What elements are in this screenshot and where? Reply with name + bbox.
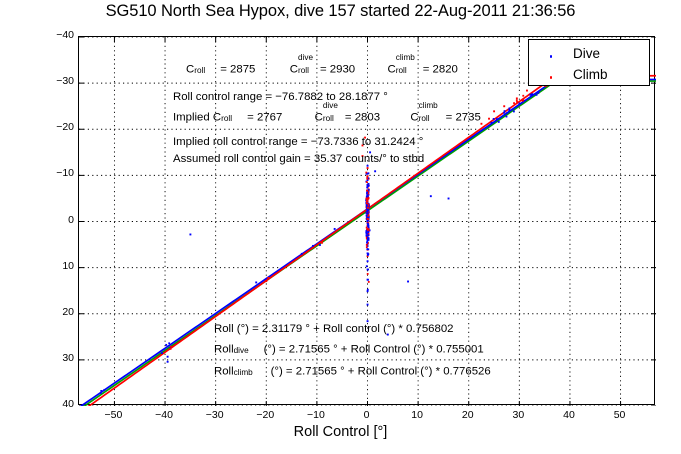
x-axis-label: Roll Control [°] bbox=[0, 424, 681, 440]
annotation-line-1: Croll = 2875 Cdive roll = 2930 Cclimb roll = … bbox=[186, 61, 458, 76]
equation-climb: Roll climb (°) = 2.71565 ° + Roll Control … bbox=[214, 363, 491, 378]
equation-all: Roll (°) = 2.31179 ° + Roll control (°) … bbox=[214, 324, 454, 336]
legend-label-climb: Climb bbox=[573, 67, 608, 82]
climb-marker-icon bbox=[529, 68, 573, 81]
x-tick-label: −50 bbox=[93, 409, 133, 421]
equation-climb-sub-wrap: climb bbox=[234, 363, 271, 374]
implied-c-climb-label: C bbox=[410, 111, 418, 123]
x-tick-label: 20 bbox=[448, 409, 488, 421]
legend-item-climb[interactable]: Climb bbox=[529, 63, 651, 85]
equation-dive-body: (°) = 2.71565 ° + Roll Control (°) * 0.7… bbox=[264, 343, 484, 355]
x-tick-label: 30 bbox=[498, 409, 538, 421]
c-roll-climb-sup: climb bbox=[396, 54, 415, 63]
implied-c-dive-value: = 2803 bbox=[345, 111, 380, 123]
x-tick-label: −30 bbox=[195, 409, 235, 421]
x-tick-label: −10 bbox=[296, 409, 336, 421]
legend[interactable]: Dive Climb bbox=[528, 39, 650, 86]
c-roll-dive-sup: dive bbox=[298, 54, 313, 63]
implied-c-dive-sup: dive bbox=[323, 102, 338, 111]
figure-root: SG510 North Sea Hypox, dive 157 started … bbox=[0, 0, 681, 454]
x-tick-label: 40 bbox=[549, 409, 589, 421]
annotation-line-3: Implied Croll = 2767 Cdive roll = 2803 Ccli… bbox=[173, 109, 481, 124]
equation-climb-prefix: Roll bbox=[214, 365, 234, 377]
y-tick-label: 20 bbox=[44, 306, 74, 318]
implied-c-climb-sup: climb bbox=[419, 102, 438, 111]
implied-c-roll-sub: roll bbox=[221, 115, 232, 124]
x-tick-label: 0 bbox=[347, 409, 387, 421]
x-tick-label: −40 bbox=[144, 409, 184, 421]
equation-climb-sub: climb bbox=[234, 369, 253, 378]
c-roll-climb-sub: roll bbox=[396, 67, 407, 76]
implied-c-climb-value: = 2735 bbox=[446, 111, 481, 123]
c-roll-dive-label: C bbox=[290, 63, 298, 75]
y-tick-label: −30 bbox=[44, 75, 74, 87]
y-tick-label: 40 bbox=[44, 398, 74, 410]
equation-dive: Roll dive (°) = 2.71565 ° + Roll Control (… bbox=[214, 341, 484, 356]
y-tick-label: 30 bbox=[44, 352, 74, 364]
c-roll-dive-fix-wrap: dive roll bbox=[298, 61, 320, 72]
annotation-line-4: Implied roll control range = −73.7336 to… bbox=[173, 137, 423, 149]
dive-marker-icon bbox=[529, 47, 573, 60]
legend-label-dive: Dive bbox=[573, 46, 600, 61]
implied-c-dive-fix-wrap: dive roll bbox=[323, 109, 345, 120]
equation-climb-body: (°) = 2.71565 ° + Roll Control (°) * 0.7… bbox=[271, 365, 491, 377]
implied-c-roll-value: = 2767 bbox=[247, 111, 282, 123]
implied-c-roll-label: Implied C bbox=[173, 111, 221, 123]
y-tick-label: −20 bbox=[44, 121, 74, 133]
x-tick-label: 50 bbox=[600, 409, 640, 421]
c-roll-all-value: = 2875 bbox=[220, 63, 255, 75]
implied-c-climb-sub: roll bbox=[419, 115, 430, 124]
plot-area: Croll = 2875 Cdive roll = 2930 Cclimb roll = … bbox=[78, 36, 655, 405]
x-tick-label: 10 bbox=[397, 409, 437, 421]
equation-dive-prefix: Roll bbox=[214, 343, 234, 355]
c-roll-dive-sub: roll bbox=[298, 67, 309, 76]
figure-title: SG510 North Sea Hypox, dive 157 started … bbox=[0, 2, 681, 21]
c-roll-climb-label: C bbox=[388, 63, 396, 75]
y-tick-label: −40 bbox=[44, 29, 74, 41]
c-roll-climb-value: = 2820 bbox=[423, 63, 458, 75]
x-tick-label: −20 bbox=[245, 409, 285, 421]
implied-c-dive-sub: roll bbox=[323, 115, 334, 124]
c-roll-all-sub-wrap: roll bbox=[194, 61, 220, 72]
c-roll-all-label: C bbox=[186, 63, 194, 75]
annotation-line-5: Assumed roll control gain = 35.37 counts… bbox=[173, 154, 424, 166]
y-tick-label: 0 bbox=[44, 214, 74, 226]
c-roll-climb-fix-wrap: climb roll bbox=[396, 61, 423, 72]
implied-c-climb-fix-wrap: climb roll bbox=[419, 109, 446, 120]
implied-c-dive-label: C bbox=[315, 111, 323, 123]
legend-item-dive[interactable]: Dive bbox=[529, 42, 651, 64]
implied-c-roll-sub-wrap: roll bbox=[221, 109, 247, 120]
y-tick-label: −10 bbox=[44, 167, 74, 179]
c-roll-all-sub: roll bbox=[194, 67, 205, 76]
equation-dive-sub: dive bbox=[234, 347, 249, 356]
y-tick-label: 10 bbox=[44, 260, 74, 272]
annotation-line-2: Roll control range = −76.7882 to 28.1877… bbox=[173, 92, 388, 104]
equation-dive-sub-wrap: dive bbox=[234, 341, 264, 352]
c-roll-dive-value: = 2930 bbox=[320, 63, 355, 75]
